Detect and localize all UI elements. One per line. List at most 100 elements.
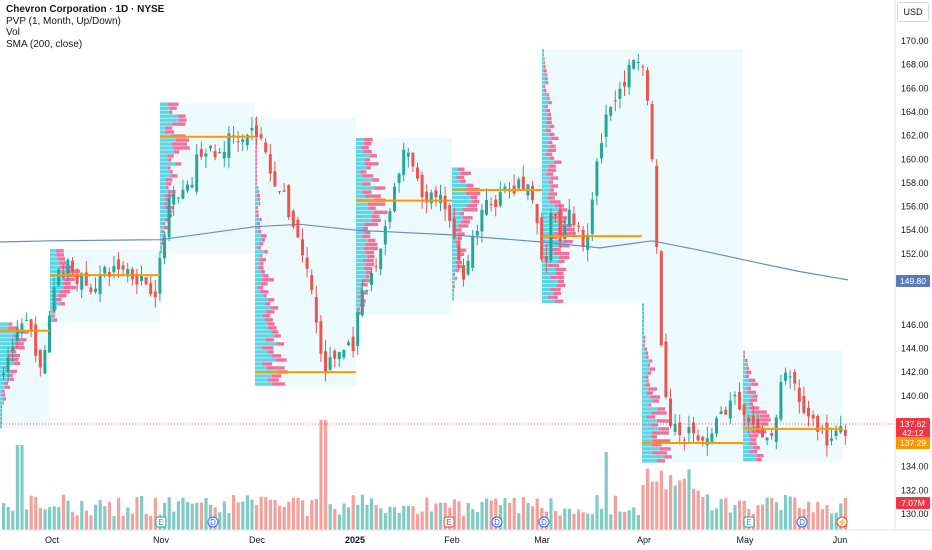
profile-bar-up	[542, 291, 554, 295]
sma-badge: 149.80	[896, 275, 930, 287]
candle-body	[659, 251, 663, 346]
profile-bar-down	[362, 182, 371, 186]
profile-bar-down	[551, 136, 559, 141]
profile-bar-up	[542, 85, 544, 89]
profile-bar-down	[258, 230, 261, 234]
profile-bar-up	[255, 161, 256, 166]
profile-bar-down	[365, 275, 370, 279]
volume-bar	[222, 501, 226, 530]
profile-bar-down	[259, 258, 267, 262]
profile-bar-up	[452, 284, 454, 289]
profile-bar-down	[361, 279, 370, 283]
indicator-pvp[interactable]: PVP (1, Month, Up/Down)	[6, 15, 121, 27]
candle-body	[480, 209, 484, 232]
candle-body	[264, 142, 268, 153]
profile-bar-down	[548, 263, 560, 268]
candle-body	[287, 185, 291, 218]
profile-bar-down	[262, 274, 269, 278]
candle-body	[448, 205, 452, 222]
price-axis[interactable]: 170.00 168.00 166.00 164.00 162.00 160.00 158.…	[901, 36, 929, 519]
dividend-icon[interactable]: D	[538, 516, 550, 528]
profile-bar-down	[547, 148, 557, 152]
dividend-icon[interactable]: D	[491, 516, 503, 528]
profile-bar-down	[760, 418, 771, 422]
earnings-icon[interactable]: E	[155, 516, 167, 528]
profile-bar-up	[542, 239, 564, 244]
time-axis[interactable]: Oct Nov Dec 2025 Feb Mar Apr May Jun	[45, 535, 847, 545]
profile-bar-down	[60, 265, 73, 269]
profile-bar-up	[0, 346, 12, 350]
candle-body	[319, 321, 323, 354]
volume-bar	[549, 498, 553, 530]
dividend-icon[interactable]: D	[796, 516, 808, 528]
candle-body	[236, 141, 240, 143]
profile-bar-down	[164, 218, 170, 222]
profile-bar-up	[255, 157, 256, 162]
candle-body	[807, 407, 810, 417]
profile-bar-up	[255, 218, 261, 222]
profile-bar-down	[650, 435, 657, 439]
volume-bar	[48, 507, 52, 530]
profile-bar-up	[743, 378, 749, 382]
currency-button[interactable]: USD	[897, 2, 929, 22]
profile-bar-up	[542, 200, 550, 204]
candle-body	[324, 351, 327, 373]
candle-body	[153, 291, 157, 298]
profile-bar-down	[549, 156, 555, 160]
profile-bar-down	[756, 454, 764, 458]
volume-bar	[356, 504, 360, 530]
volume-bar	[517, 513, 521, 530]
candle-body	[379, 248, 383, 270]
volume-bar	[475, 511, 479, 530]
profile-bar-up	[356, 299, 363, 303]
profile-bar-down	[652, 451, 668, 455]
candle-body	[636, 62, 640, 64]
volume-bar	[140, 496, 144, 530]
earnings-icon[interactable]: E	[443, 516, 455, 528]
profile-bar-down	[62, 281, 71, 286]
profile-bar-down	[459, 212, 464, 216]
profile-bar-up	[642, 455, 665, 459]
candle-body	[705, 438, 709, 446]
candle-body	[163, 237, 166, 259]
profile-bar-up	[542, 176, 551, 180]
profile-bar-up	[160, 206, 165, 210]
profile-bar-up	[255, 306, 271, 310]
profile-bar-down	[756, 458, 762, 462]
candle-body	[485, 200, 488, 215]
profile-bar-down	[164, 225, 168, 230]
volume-bar	[195, 502, 199, 530]
profile-bar-up	[356, 178, 373, 182]
profile-bar-down	[372, 218, 381, 223]
profile-bar-up	[255, 310, 267, 314]
volume-bar	[471, 508, 475, 530]
profile-bar-up	[452, 260, 456, 265]
time-tick-label: May	[736, 535, 754, 545]
profile-bar-up	[255, 153, 257, 158]
profile-bar-up	[743, 374, 746, 379]
profile-bar-up	[642, 359, 650, 363]
profile-bar-down	[256, 222, 260, 226]
candle-body	[38, 349, 42, 368]
earnings-icon[interactable]: E	[743, 516, 755, 528]
profile-bar-down	[545, 77, 548, 81]
profile-bar-up	[50, 285, 64, 290]
profile-bar-up	[642, 431, 652, 435]
profile-bar-up	[356, 230, 365, 235]
profile-bar-down	[276, 342, 285, 346]
symbol-title[interactable]: Chevron Corporation · 1D · NYSE	[6, 4, 165, 15]
indicator-sma[interactable]: SMA (200, close)	[6, 38, 83, 50]
profile-bar-up	[642, 407, 658, 411]
split-icon[interactable]: ⚡	[836, 516, 848, 528]
dividend-icon[interactable]: D	[207, 516, 219, 528]
volume-bar	[590, 514, 594, 530]
volume-bar	[291, 497, 295, 530]
profile-bar-up	[743, 446, 754, 450]
indicator-volume[interactable]: Vol	[6, 27, 20, 38]
profile-bar-down	[264, 250, 268, 254]
candle-body	[213, 151, 217, 158]
profile-bar-up	[356, 254, 368, 259]
profile-bar-up	[255, 286, 258, 290]
